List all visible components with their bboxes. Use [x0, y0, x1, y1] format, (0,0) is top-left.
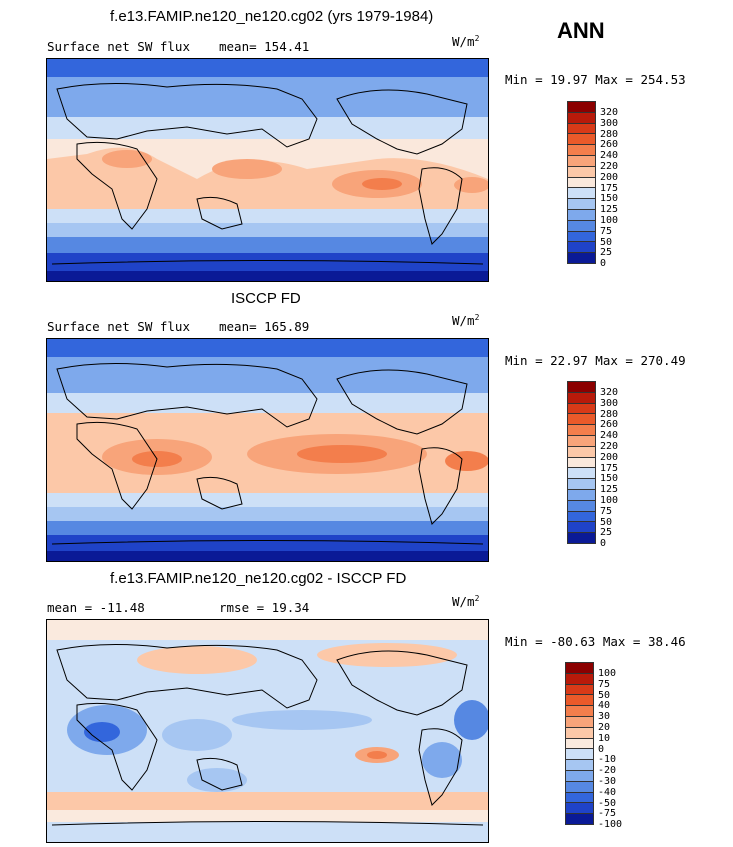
colorbar-tick-label: 280: [600, 128, 619, 140]
colorbar-tick-label: 100: [600, 215, 619, 226]
colorbar-tick-label: 240: [600, 430, 619, 442]
panel-2-variable-label: Surface net SW flux: [47, 319, 190, 334]
panel-1-minmax: Min = 19.97 Max = 254.53: [505, 72, 686, 87]
panel-1-colorbar: 320 300 280 260 240 220 200 175 150 125 100 75 50 25 0: [567, 101, 627, 276]
panel-3-map: [46, 619, 489, 843]
colorbar-tick-label: 150: [600, 193, 619, 205]
colorbar-tick-label: -100: [598, 819, 623, 831]
colorbar-tick-label: 50: [598, 689, 611, 701]
colorbar-tick-label: 0: [598, 743, 605, 755]
panel-3-rmse-label: rmse = 19.34: [219, 600, 310, 615]
colorbar-tick-label: -10: [598, 754, 617, 766]
colorbar-tick-label: 25: [600, 527, 613, 539]
panel-2-minmax: Min = 22.97 Max = 270.49: [505, 353, 686, 368]
colorbar-tick-label: 260: [600, 419, 619, 431]
panel-1-map: [46, 58, 489, 282]
panel-3-colorbar: 100 75 50 40 30 20 10 0 -10 -20 -30 -40 -50 -75 -100: [565, 662, 625, 837]
panel-3-map-canvas: [47, 620, 488, 842]
colorbar-tick-label: 300: [600, 397, 619, 409]
panel-2-mean-label: mean= 165.89: [219, 319, 310, 334]
panel-1-mean-label: mean= 154.41: [219, 39, 310, 54]
panel-2-title: ISCCP FD: [231, 290, 301, 307]
colorbar-tick-label: 10: [598, 732, 611, 744]
colorbar-tick-label: 260: [600, 139, 619, 151]
colorbar-tick-label: -30: [598, 776, 617, 787]
colorbar-tick-label: 125: [600, 484, 619, 496]
colorbar-tick-label: 30: [598, 711, 611, 723]
colorbar-swatch: [565, 813, 594, 825]
colorbar-tick-label: 175: [600, 462, 619, 474]
panel-2-colorbar: 320 300 280 260 240 220 200 175 150 125 100 75 50 25 0: [567, 381, 627, 556]
panel-2-map-canvas: [47, 339, 488, 561]
colorbar-tick-label: 220: [600, 161, 619, 172]
colorbar-tick-label: 0: [600, 258, 607, 270]
colorbar-tick-label: 240: [600, 150, 619, 162]
colorbar-tick-label: 150: [600, 473, 619, 485]
colorbar-tick-label: 0: [600, 538, 607, 550]
colorbar-tick-label: 280: [600, 408, 619, 420]
colorbar-tick-label: 20: [598, 722, 611, 733]
colorbar-tick-label: 50: [600, 516, 613, 528]
colorbar-tick-label: 125: [600, 204, 619, 216]
colorbar-tick-label: 50: [600, 236, 613, 248]
colorbar-tick-label: 220: [600, 441, 619, 452]
panel-1-map-canvas: [47, 59, 488, 281]
colorbar-tick-label: -50: [598, 797, 617, 809]
panel-3-minmax: Min = -80.63 Max = 38.46: [505, 634, 686, 649]
colorbar-tick-label: 175: [600, 182, 619, 194]
colorbar-tick-label: 75: [600, 225, 613, 237]
colorbar-tick-label: 200: [600, 451, 619, 463]
colorbar-tick-label: 320: [600, 387, 619, 398]
colorbar-tick-label: 75: [600, 505, 613, 517]
colorbar-tick-label: -40: [598, 786, 617, 798]
panel-1-title: f.e13.FAMIP.ne120_ne120.cg02 (yrs 1979-1…: [110, 8, 434, 25]
colorbar-tick-label: 300: [600, 117, 619, 129]
colorbar-tick-label: 40: [598, 700, 611, 712]
colorbar-swatch: [567, 252, 596, 264]
panel-1-variable-label: Surface net SW flux: [47, 39, 190, 54]
panel-3-title: f.e13.FAMIP.ne120_ne120.cg02 - ISCCP FD: [110, 570, 407, 587]
panel-2-map: [46, 338, 489, 562]
panel-3-mean-label: mean = -11.48: [47, 600, 145, 615]
colorbar-tick-label: 200: [600, 171, 619, 183]
colorbar-tick-label: 75: [598, 678, 611, 690]
colorbar-tick-label: -20: [598, 765, 617, 777]
panel-2-units: W/m2: [452, 313, 480, 329]
colorbar-tick-label: 100: [600, 495, 619, 506]
colorbar-tick-label: 25: [600, 247, 613, 259]
season-label: ANN: [557, 18, 605, 43]
colorbar-tick-label: 100: [598, 668, 617, 679]
colorbar-tick-label: -75: [598, 808, 617, 820]
colorbar-tick-label: 320: [600, 107, 619, 118]
panel-1-units: W/m2: [452, 34, 480, 50]
panel-3-units: W/m2: [452, 594, 480, 610]
colorbar-swatch: [567, 532, 596, 544]
